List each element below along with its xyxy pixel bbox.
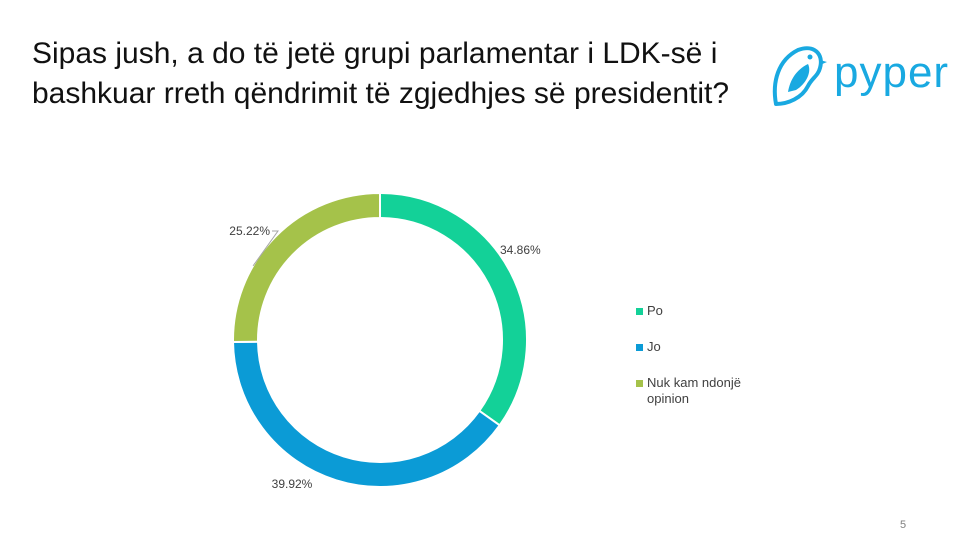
- logo-text: pyper: [834, 48, 950, 97]
- slice-nuk-kam-ndonj-opinion: [232, 191, 381, 344]
- slice-label-jo: 39.92%: [272, 477, 313, 491]
- slice-jo: [231, 340, 502, 488]
- legend-item: Nuk kam ndonjë opinion: [636, 375, 836, 407]
- legend-item: Po: [636, 303, 836, 319]
- legend-swatch: [636, 308, 643, 315]
- pyper-logo: pyper: [768, 42, 968, 122]
- leader-line: [252, 230, 279, 267]
- chart-legend: Po Jo Nuk kam ndonjë opinion: [636, 303, 836, 427]
- page-number: 5: [900, 519, 907, 531]
- legend-label: Jo: [647, 339, 661, 354]
- legend-swatch: [636, 380, 643, 387]
- slide-title: Sipas jush, a do të jetë grupi parlament…: [32, 37, 730, 110]
- slice-po: [379, 191, 528, 427]
- slice-label-po: 34.86%: [500, 243, 541, 257]
- legend-item: Jo: [636, 339, 836, 355]
- legend-label: Nuk kam ndonjë opinion: [647, 375, 741, 406]
- bird-icon: [772, 46, 827, 106]
- slice-label-nuk-kam-ndonj-opinion: 25.22%: [229, 224, 270, 238]
- legend-label: Po: [647, 303, 663, 318]
- legend-swatch: [636, 344, 643, 351]
